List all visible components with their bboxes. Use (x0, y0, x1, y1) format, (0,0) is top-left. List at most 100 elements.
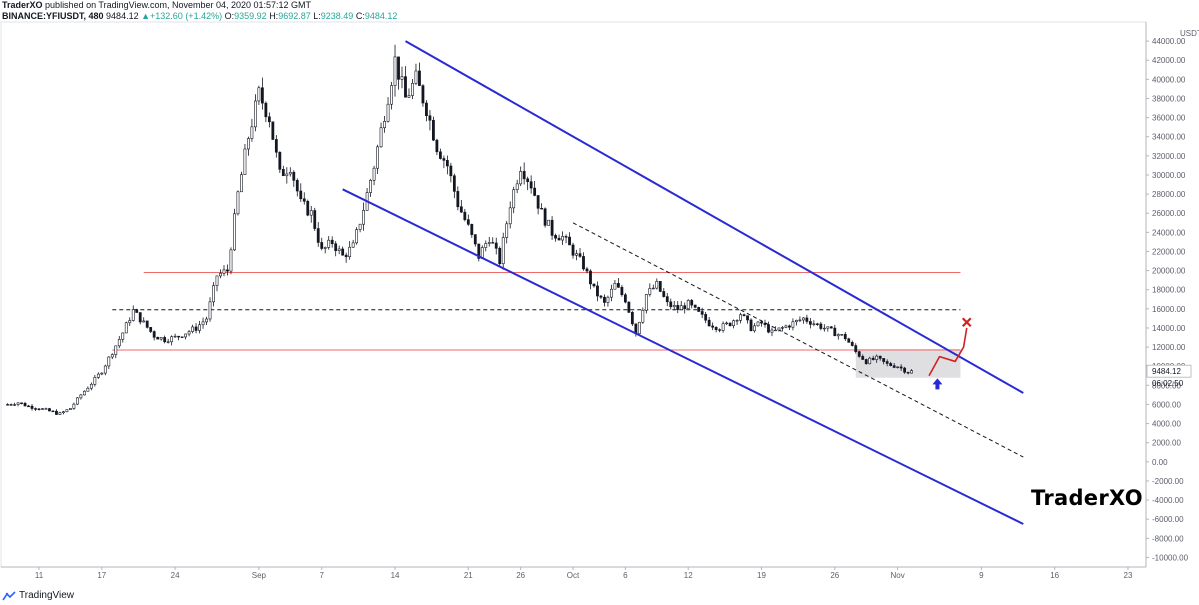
candle-body (725, 322, 729, 325)
candle-body (372, 167, 376, 181)
up-arrow-icon[interactable] (932, 378, 943, 390)
candle-body (152, 331, 156, 338)
time-tick-label: 9 (979, 571, 984, 580)
candle-body (149, 327, 153, 332)
candle-body (23, 402, 27, 407)
candle-body (686, 300, 690, 310)
candle-body (215, 275, 219, 286)
candle-body (788, 325, 791, 328)
candle-body (728, 322, 732, 327)
candle-body (564, 236, 568, 238)
candle-body (414, 70, 418, 84)
candle-body (543, 208, 547, 226)
candle-body (515, 183, 519, 191)
candle-body (910, 370, 913, 374)
candle-body (260, 87, 264, 104)
candle-body (589, 270, 592, 285)
candle-body (369, 179, 372, 193)
candle-body (44, 408, 48, 410)
price-tick-label: 18000.00 (1152, 286, 1186, 295)
candle-body (575, 253, 578, 256)
price-tick-label: 14000.00 (1152, 324, 1186, 333)
tradingview-brand[interactable]: TradingView (2, 590, 74, 601)
candle-body (166, 341, 170, 343)
price-tick-label: 40000.00 (1152, 75, 1186, 84)
candle-body (550, 219, 554, 236)
candle-body (37, 408, 41, 411)
price-tick-label: 12000.00 (1152, 343, 1186, 352)
candle-body (568, 236, 571, 246)
channel-lower-line[interactable] (342, 188, 1024, 525)
candle-body (82, 390, 86, 396)
candle-body (299, 190, 303, 200)
candle-body (344, 254, 348, 258)
candle-body (882, 358, 886, 362)
candle-body (501, 237, 505, 265)
candle-body (323, 247, 327, 249)
dashed-trendline[interactable] (572, 222, 1024, 458)
time-tick-label: 7 (319, 571, 324, 580)
time-tick-label: 12 (684, 571, 693, 580)
candle-body (264, 102, 268, 118)
candle-body (362, 210, 366, 225)
candle-body (896, 366, 900, 369)
plot-area[interactable] (0, 21, 1147, 568)
candle-body (128, 320, 132, 324)
candle-body (889, 363, 893, 366)
price-tick-label: 6000.00 (1152, 400, 1181, 409)
candle-body (508, 207, 512, 225)
candle-body (878, 355, 882, 359)
time-tick-label: 11 (35, 571, 44, 580)
candle-body (721, 323, 725, 331)
candle-body (815, 323, 819, 325)
candle-body (16, 402, 20, 405)
candle-body (355, 229, 359, 244)
high-value: 9692.87 (278, 11, 311, 21)
currency-label: USDT (1180, 29, 1199, 38)
time-tick-label: 19 (757, 571, 766, 580)
target-x-icon[interactable] (961, 317, 972, 328)
brand-label: TradingView (19, 590, 75, 601)
candle-body (330, 239, 334, 244)
candle-body (658, 281, 662, 292)
candle-body (533, 187, 537, 196)
candle-body (582, 256, 585, 270)
price-tick-label: -10000.00 (1152, 553, 1189, 562)
candle-body (477, 243, 481, 259)
candle-body (613, 283, 617, 290)
candle-body (899, 366, 903, 369)
candle-body (767, 324, 770, 333)
candle-body (306, 200, 310, 216)
candle-body (107, 356, 111, 367)
candle-body (903, 367, 907, 373)
projection-path[interactable] (928, 327, 968, 377)
candle-body (805, 317, 809, 322)
published-text: published on TradingView.com, November 0… (45, 0, 312, 10)
candle-body (812, 323, 816, 325)
candle-body (763, 322, 767, 325)
candle-body (6, 404, 9, 406)
price-tick-label: 28000.00 (1152, 190, 1186, 199)
tradingview-logo-icon (2, 590, 16, 600)
channel-upper-line[interactable] (404, 40, 1024, 394)
candle-body (100, 372, 104, 375)
candle-body (452, 175, 456, 192)
candle-body (630, 312, 634, 325)
candle-body (494, 242, 498, 249)
candle-body (718, 329, 722, 331)
candle-body (512, 189, 516, 209)
candle-body (864, 359, 868, 365)
candle-body (51, 410, 55, 413)
candle-body (826, 326, 830, 329)
candle-body (498, 248, 502, 265)
candle-body (885, 361, 889, 364)
candle-body (547, 219, 550, 226)
candle-body (205, 318, 208, 323)
candle-body (145, 320, 149, 328)
candle-body (379, 127, 383, 148)
candle-body (358, 223, 362, 230)
price-tick-label: -2000.00 (1152, 477, 1184, 486)
time-tick-label: 14 (391, 571, 400, 580)
candle-body (121, 332, 125, 340)
